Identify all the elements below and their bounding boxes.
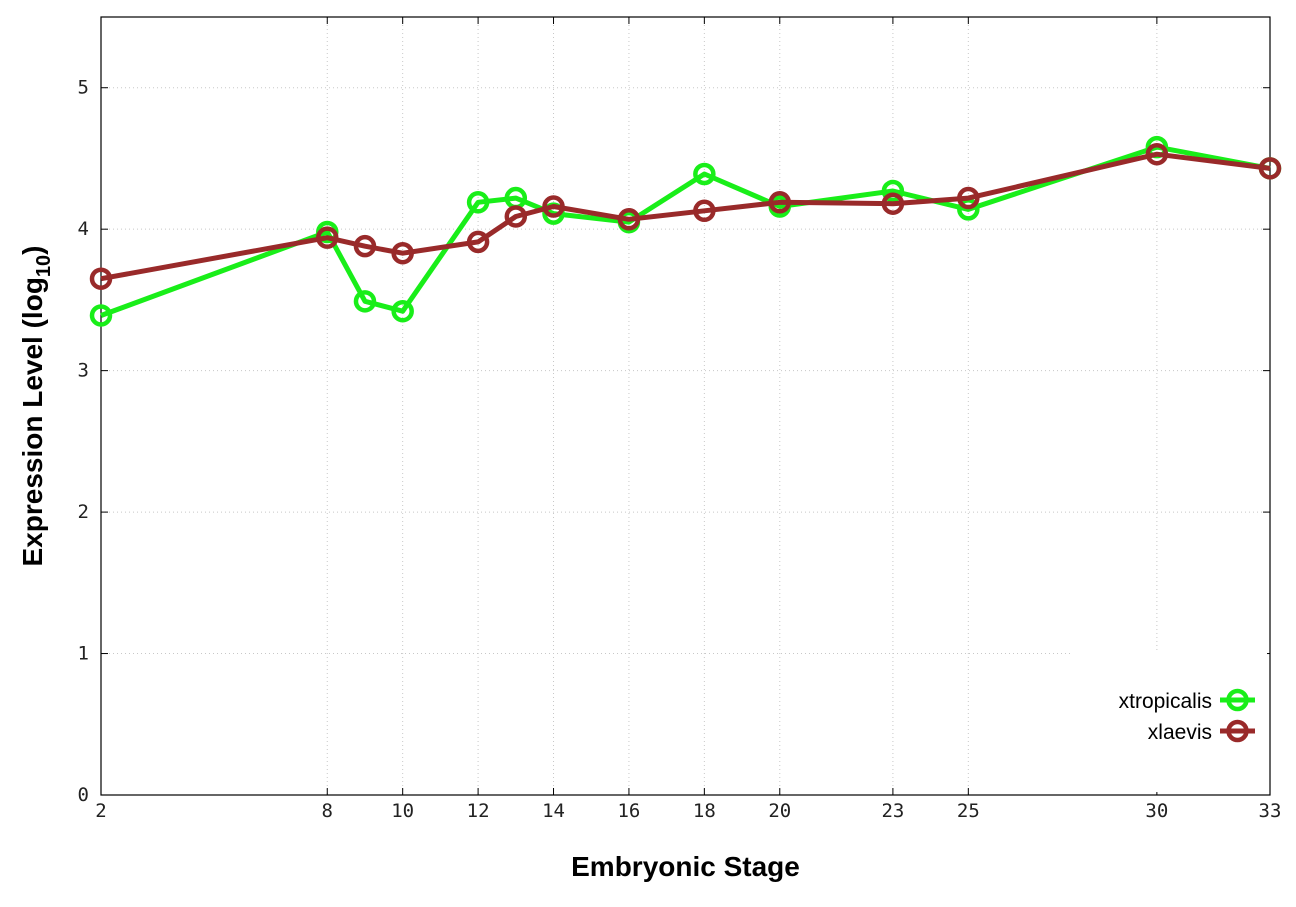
x-tick-label: 16 [617,800,640,822]
y-tick-label: 3 [78,360,89,382]
y-tick-label: 2 [78,501,89,523]
x-tick-label: 12 [467,800,490,822]
series-line-xlaevis [100,151,1271,282]
x-tick-label: 8 [322,800,333,822]
data-point-xlaevis [353,234,377,258]
data-point-xlaevis [316,226,339,249]
y-axis-title-close: ) [17,246,48,255]
data-point-xtropicalis [466,191,490,214]
data-point-xlaevis [617,208,641,231]
data-point-xtropicalis [391,299,414,323]
data-point-xtropicalis [89,304,113,327]
data-point-xlaevis [466,230,490,254]
y-axis-title: Expression Level (log10) [17,246,55,567]
data-point-xlaevis [1258,157,1282,180]
data-point-xlaevis [542,195,565,218]
data-point-xlaevis [504,205,528,228]
data-point-xlaevis [1145,142,1169,166]
legend-label-xlaevis: xlaevis [1148,721,1212,744]
legend-marker-xlaevis [1226,719,1249,743]
x-tick-label: 14 [542,800,565,822]
x-tick-label: 10 [391,800,414,822]
data-point-xlaevis [768,191,792,214]
plot-frame [100,16,1271,796]
data-point-xlaevis [693,199,716,223]
series-xlaevis [89,142,1282,290]
grid [101,17,1270,795]
legend: xtropicalis xlaevis [1072,652,1267,792]
data-point-xlaevis [881,192,905,215]
y-axis-title-subscript: 10 [33,255,55,277]
y-tick-label: 5 [78,77,89,99]
x-tick-label: 2 [95,800,106,822]
x-tick-label: 30 [1145,800,1168,822]
y-axis-title-main: Expression Level (log [17,277,48,566]
data-point-xlaevis [89,267,113,290]
data-point-xlaevis [391,241,414,265]
x-tick-label: 23 [881,800,904,822]
x-tick-label: 18 [693,800,716,822]
x-tick-label: 25 [957,800,980,822]
x-tick-label: 33 [1259,800,1282,822]
series-layer [89,135,1282,327]
data-point-xtropicalis [693,162,716,186]
x-tick-label: 20 [768,800,791,822]
series-line-xtropicalis [100,144,1271,318]
y-tick-label: 1 [78,643,89,665]
data-point-xlaevis [957,186,980,210]
x-axis-title: Embryonic Stage [571,851,800,882]
legend-label-xtropicalis: xtropicalis [1119,690,1212,713]
y-tick-label: 4 [78,218,89,240]
legend-marker-xtropicalis [1226,688,1249,712]
data-point-xtropicalis [881,179,905,203]
data-point-xtropicalis [353,290,377,313]
y-tick-label: 0 [78,784,89,806]
